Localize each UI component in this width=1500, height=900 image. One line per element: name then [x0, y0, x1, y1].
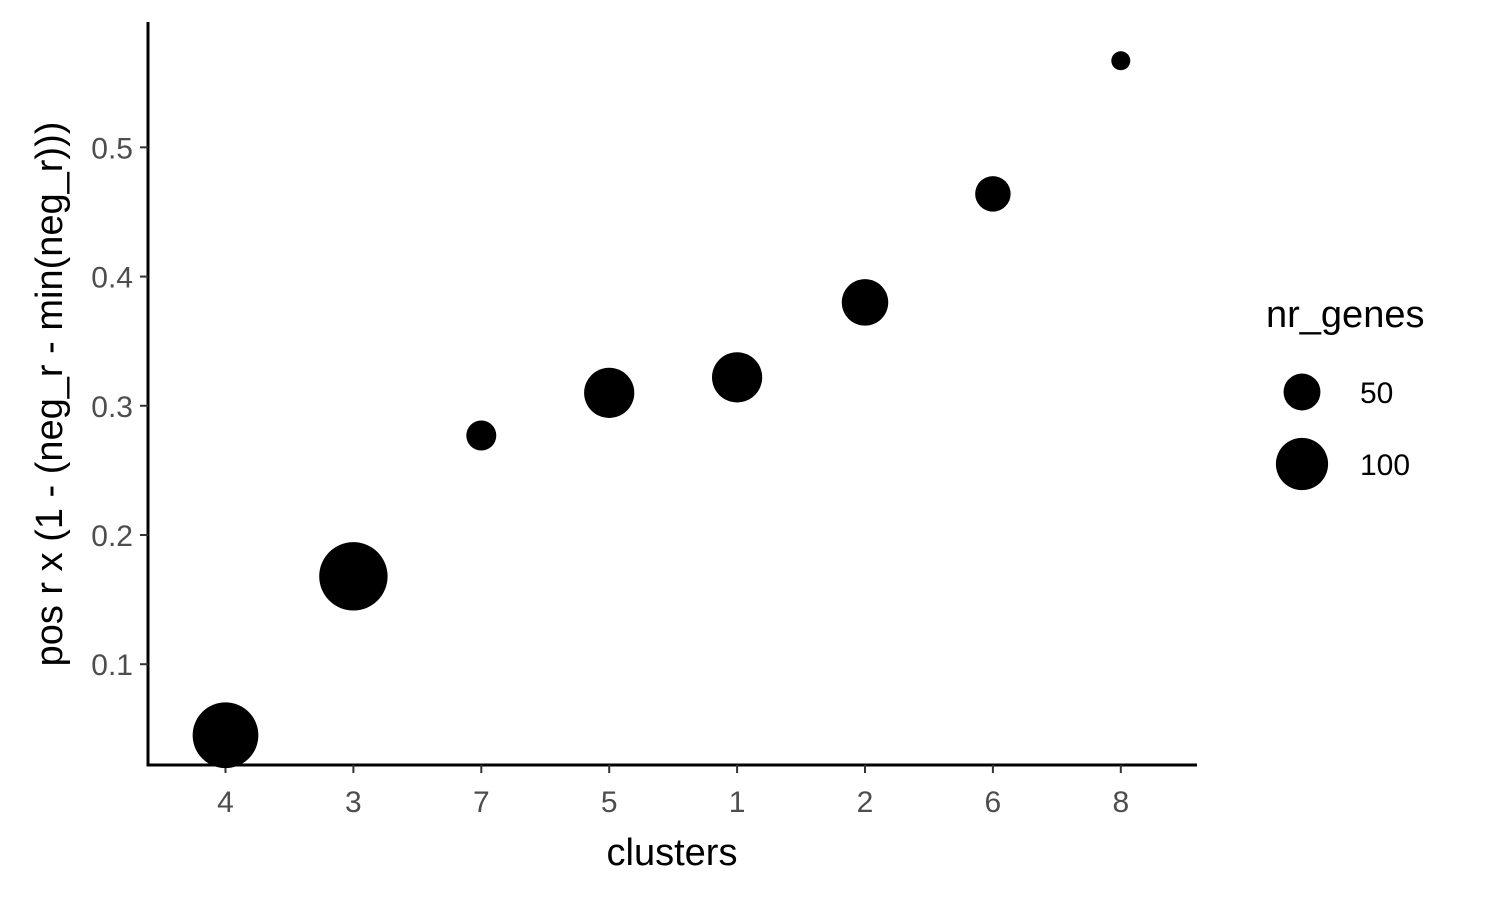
x-tick-label: 4: [217, 786, 234, 819]
x-tick-label: 2: [857, 786, 874, 819]
y-tick-label: 0.1: [91, 649, 133, 682]
y-tick-label: 0.2: [91, 520, 133, 553]
data-point: [319, 542, 388, 611]
y-axis-ticks: 0.1 0.2 0.3 0.4 0.5: [91, 132, 148, 682]
x-axis-title: clusters: [607, 832, 738, 874]
x-tick-label: 5: [601, 786, 618, 819]
data-point: [584, 367, 635, 418]
x-tick-label: 1: [729, 786, 746, 819]
y-tick-label: 0.3: [91, 391, 133, 424]
legend-title: nr_genes: [1266, 294, 1424, 336]
data-point: [192, 702, 259, 769]
y-tick-label: 0.5: [91, 132, 133, 165]
legend-label: 100: [1360, 449, 1410, 482]
x-axis-ticks: 4 3 7 5 1 2 6 8: [217, 765, 1129, 819]
y-axis-title: pos r x (1 - (neg_r - min(neg_r))): [29, 122, 71, 667]
x-tick-label: 7: [473, 786, 490, 819]
data-point: [712, 352, 763, 403]
x-tick-label: 8: [1112, 786, 1129, 819]
data-points: [192, 51, 1131, 769]
legend-label: 50: [1360, 377, 1393, 410]
x-tick-label: 6: [985, 786, 1002, 819]
legend-key: [1283, 373, 1321, 411]
legend-items: 50 100: [1275, 373, 1410, 491]
legend: nr_genes 50 100: [1266, 294, 1424, 491]
x-tick-label: 3: [345, 786, 362, 819]
y-tick-label: 0.4: [91, 262, 133, 295]
legend-key: [1275, 437, 1329, 491]
data-point: [975, 176, 1011, 212]
data-point: [1111, 51, 1131, 71]
data-point: [466, 420, 497, 451]
data-point: [841, 279, 889, 326]
